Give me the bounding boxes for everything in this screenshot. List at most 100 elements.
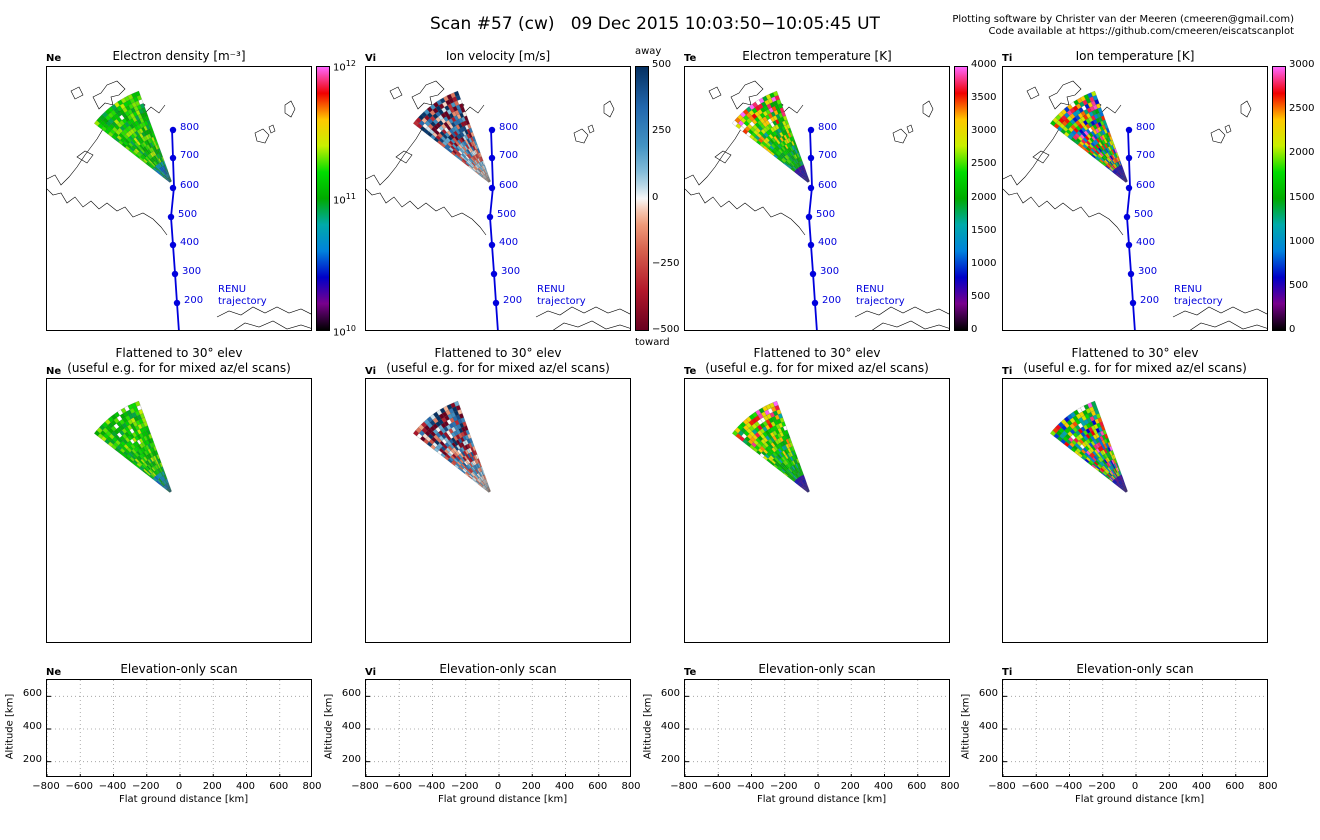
data-fan (413, 400, 491, 493)
altitude-marker (169, 241, 177, 249)
altitude-marker-label: 700 (499, 150, 519, 161)
y-tick-label: 400 (341, 721, 361, 732)
altitude-marker-label: 600 (499, 180, 519, 191)
y-axis-label: Altitude [km] (960, 693, 972, 760)
coast-segment (906, 124, 914, 134)
altitude-marker-label: 200 (503, 295, 523, 306)
y-axis-label: Altitude [km] (323, 693, 335, 760)
panel-label: Vi (365, 366, 376, 377)
elevation-svg (47, 680, 311, 776)
coast-segment (1210, 128, 1226, 144)
y-tick-label: 200 (341, 753, 361, 765)
altitude-marker-label: 700 (818, 150, 838, 161)
altitude-marker-label: 800 (1136, 122, 1156, 133)
altitude-marker (167, 213, 175, 221)
colorbar-tick: 1000 (971, 257, 997, 269)
altitude-marker-label: 800 (499, 122, 519, 133)
main-title: Scan #57 (cw) 09 Dec 2015 10:03:50−10:05… (430, 14, 880, 34)
x-tick-label: 800 (302, 781, 322, 792)
trajectory-label: RENU (1174, 284, 1203, 295)
map-svg (1003, 80, 1267, 330)
altitude-marker (169, 126, 177, 134)
panel-label: Vi (365, 53, 376, 64)
altitude-marker (1129, 299, 1137, 307)
altitude-marker-label: 400 (180, 237, 200, 248)
data-fan (732, 90, 810, 183)
flattened-subtitle: (useful e.g. for for mixed az/el scans) (705, 361, 929, 375)
y-tick-label: 200 (978, 753, 998, 765)
coast-segment (892, 128, 908, 144)
trajectory-label: RENU (537, 284, 566, 295)
trajectory-label: trajectory (1174, 296, 1223, 307)
colorbar-tick: 1010 (333, 324, 356, 338)
altitude-marker (809, 270, 817, 278)
fan-cell (1091, 400, 1097, 407)
altitude-marker-label: 500 (816, 209, 836, 220)
altitude-marker-label: 200 (1140, 295, 1160, 306)
coast-segment (395, 150, 413, 164)
flattened-panel (1002, 378, 1268, 643)
data-fan (94, 400, 172, 493)
coast-segment (708, 86, 722, 100)
altitude-marker (169, 184, 177, 192)
flattened-subtitle: (useful e.g. for for mixed az/el scans) (67, 361, 291, 375)
x-tick-label: −400 (98, 781, 127, 792)
elevation-svg (1003, 680, 1267, 776)
x-tick-label: 600 (588, 781, 608, 792)
coast-segment (573, 128, 589, 144)
elevation-title: Elevation-only scan (120, 662, 238, 676)
data-fan (1050, 90, 1128, 183)
trajectory-label: RENU (218, 284, 247, 295)
x-tick-label: −600 (703, 781, 731, 792)
elevation-title: Elevation-only scan (1076, 662, 1194, 676)
x-tick-label: 0 (813, 781, 821, 792)
flattened-panel (365, 378, 631, 643)
renu-trajectory (1123, 126, 1137, 330)
x-tick-label: −600 (1021, 781, 1049, 792)
y-tick-label: 600 (22, 688, 42, 700)
y-tick-label: 200 (660, 753, 680, 765)
fan-cell (135, 400, 141, 407)
flattened-svg (413, 400, 491, 493)
x-tick-label: 200 (840, 781, 860, 792)
y-tick-label: 400 (22, 721, 42, 732)
colorbar-tick: 500 (971, 290, 991, 302)
altitude-marker (490, 270, 498, 278)
altitude-marker (488, 184, 496, 192)
colorbar-tick: 0 (652, 191, 659, 203)
panel-title: Electron temperature [K] (742, 49, 892, 63)
altitude-marker (169, 154, 177, 162)
tick-exponent: 10 (345, 324, 356, 333)
elevation-plot (1002, 679, 1268, 777)
panel-label: Te (684, 667, 697, 678)
x-tick-label: −400 (736, 781, 765, 792)
panel-label: Ti (1002, 366, 1013, 377)
coast-segment (1224, 124, 1232, 134)
coast-segment (603, 100, 615, 118)
coast-segment (552, 320, 630, 330)
altitude-marker-label: 300 (501, 266, 521, 277)
altitude-marker-label: 400 (1136, 237, 1156, 248)
tick-exponent: 12 (345, 59, 356, 68)
fan-cell (454, 400, 460, 407)
altitude-marker (1125, 126, 1133, 134)
colorbar (316, 66, 330, 331)
coast-segment (233, 320, 311, 330)
colorbar-tick: 250 (652, 125, 672, 137)
coast-segment (535, 306, 630, 318)
coast-segment (587, 124, 595, 134)
coast-segment (1032, 150, 1050, 164)
altitude-marker (171, 270, 179, 278)
x-axis-label: Flat ground distance [km] (438, 794, 568, 805)
x-tick-label: 200 (1158, 781, 1178, 792)
x-tick-label: −200 (1088, 781, 1116, 792)
x-tick-label: −800 (32, 781, 60, 792)
altitude-marker-label: 300 (820, 266, 840, 277)
trajectory-label: trajectory (856, 296, 905, 307)
colorbar (635, 66, 649, 331)
coast-segment (47, 188, 168, 236)
map-panel (684, 66, 950, 331)
flattened-title: Flattened to 30° elev (434, 346, 562, 360)
colorbar-tick: 500 (652, 59, 672, 70)
renu-trajectory (167, 126, 181, 330)
